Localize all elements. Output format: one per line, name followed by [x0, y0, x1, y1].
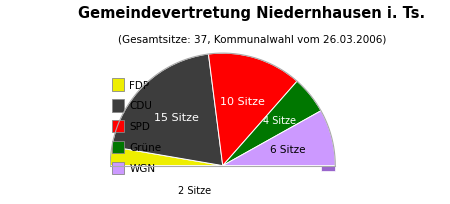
Wedge shape [208, 54, 297, 166]
Bar [112, 100, 124, 112]
Text: 6 Sitze: 6 Sitze [270, 144, 306, 154]
Bar [321, 166, 335, 171]
Text: SPD: SPD [129, 122, 150, 132]
Text: (Gesamtsitze: 37, Kommunalwahl vom 26.03.2006): (Gesamtsitze: 37, Kommunalwahl vom 26.03… [118, 35, 386, 45]
Text: 4 Sitze: 4 Sitze [263, 115, 296, 125]
Bar [112, 120, 124, 133]
Text: 15 Sitze: 15 Sitze [153, 112, 198, 122]
Bar [112, 79, 124, 91]
Text: WGN: WGN [129, 163, 156, 173]
Wedge shape [112, 55, 223, 166]
Text: Gemeindevertretung Niedernhausen i. Ts.: Gemeindevertretung Niedernhausen i. Ts. [78, 6, 426, 21]
Text: Grüne: Grüne [129, 142, 162, 152]
Wedge shape [223, 111, 335, 166]
Text: CDU: CDU [129, 101, 152, 111]
Bar [112, 141, 124, 153]
Text: FDP: FDP [129, 80, 149, 90]
Wedge shape [110, 147, 223, 166]
Wedge shape [223, 82, 321, 166]
Bar [112, 162, 124, 174]
Text: 2 Sitze: 2 Sitze [178, 185, 211, 195]
Text: 10 Sitze: 10 Sitze [220, 97, 265, 106]
